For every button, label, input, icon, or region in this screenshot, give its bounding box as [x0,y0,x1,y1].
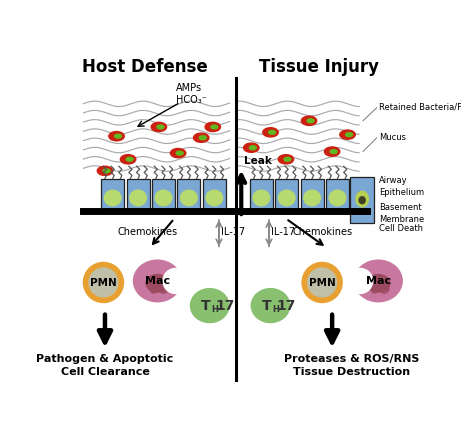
Text: Mac: Mac [145,276,170,286]
Text: T: T [201,299,211,313]
Text: H: H [272,305,279,314]
Circle shape [302,263,342,302]
Circle shape [83,263,124,302]
Text: Leak: Leak [244,156,272,166]
Circle shape [159,284,168,293]
FancyBboxPatch shape [350,177,374,223]
Ellipse shape [194,133,209,142]
Circle shape [163,269,188,293]
Ellipse shape [104,190,121,205]
FancyBboxPatch shape [152,178,175,211]
Ellipse shape [181,190,197,205]
Ellipse shape [120,155,136,164]
FancyBboxPatch shape [301,178,324,211]
Ellipse shape [278,155,294,164]
Ellipse shape [109,132,124,141]
Text: AMPs
HCO₃⁻: AMPs HCO₃⁻ [176,83,207,105]
Circle shape [380,284,389,293]
FancyBboxPatch shape [177,178,201,211]
Ellipse shape [329,190,346,205]
Ellipse shape [190,289,229,323]
Text: Airway
Epithelium: Airway Epithelium [379,176,424,196]
Circle shape [150,287,157,293]
Ellipse shape [243,143,259,152]
Text: PMN: PMN [90,278,117,288]
Ellipse shape [307,119,314,123]
Circle shape [372,287,378,293]
Text: IL-17: IL-17 [221,227,245,237]
Ellipse shape [304,190,320,205]
Text: 17: 17 [216,299,235,313]
Text: IL-17: IL-17 [271,227,296,237]
FancyBboxPatch shape [250,178,273,211]
Ellipse shape [278,190,295,205]
Ellipse shape [330,150,337,154]
FancyBboxPatch shape [275,178,298,211]
Text: T: T [262,299,272,313]
Text: Tissue Injury: Tissue Injury [259,58,379,76]
Ellipse shape [97,166,112,175]
Circle shape [89,268,118,297]
Text: Retained Bacteria/Fungi: Retained Bacteria/Fungi [379,103,461,112]
Text: Host Defense: Host Defense [82,58,208,76]
Text: PMN: PMN [309,278,336,288]
Ellipse shape [325,147,340,156]
Ellipse shape [269,130,276,134]
Ellipse shape [103,169,110,173]
Text: Chemokines: Chemokines [117,227,177,237]
Ellipse shape [199,136,206,140]
Ellipse shape [346,133,353,136]
Ellipse shape [211,125,218,129]
Text: Chemokines: Chemokines [292,227,352,237]
Ellipse shape [249,146,256,150]
Circle shape [307,268,337,297]
Ellipse shape [359,197,365,204]
Text: Pathogen & Apoptotic
Cell Clearance: Pathogen & Apoptotic Cell Clearance [36,354,174,377]
Ellipse shape [263,128,278,137]
Ellipse shape [284,157,291,161]
FancyBboxPatch shape [126,178,150,211]
Ellipse shape [146,275,169,292]
Ellipse shape [171,148,186,158]
Ellipse shape [367,275,390,292]
Ellipse shape [253,190,270,205]
Ellipse shape [355,260,402,302]
FancyBboxPatch shape [326,178,349,211]
Text: Cell Death: Cell Death [379,224,423,233]
Ellipse shape [155,190,172,205]
Ellipse shape [157,125,164,129]
Ellipse shape [206,190,223,205]
Ellipse shape [356,191,368,207]
FancyBboxPatch shape [101,178,124,211]
Ellipse shape [134,260,181,302]
Ellipse shape [130,190,147,205]
Ellipse shape [151,122,166,132]
Ellipse shape [176,151,183,155]
Text: 17: 17 [277,299,296,313]
Ellipse shape [126,157,133,161]
Text: Basement
Membrane: Basement Membrane [379,203,424,224]
Ellipse shape [115,134,122,138]
FancyBboxPatch shape [203,178,226,211]
Text: Proteases & ROS/RNS
Tissue Destruction: Proteases & ROS/RNS Tissue Destruction [284,354,419,377]
Text: Mac: Mac [366,276,391,286]
Text: Mucus: Mucus [379,133,406,142]
Ellipse shape [340,130,355,139]
Ellipse shape [251,289,290,323]
Text: H: H [211,305,218,314]
Circle shape [348,269,372,293]
Ellipse shape [301,116,317,125]
Ellipse shape [205,122,220,132]
